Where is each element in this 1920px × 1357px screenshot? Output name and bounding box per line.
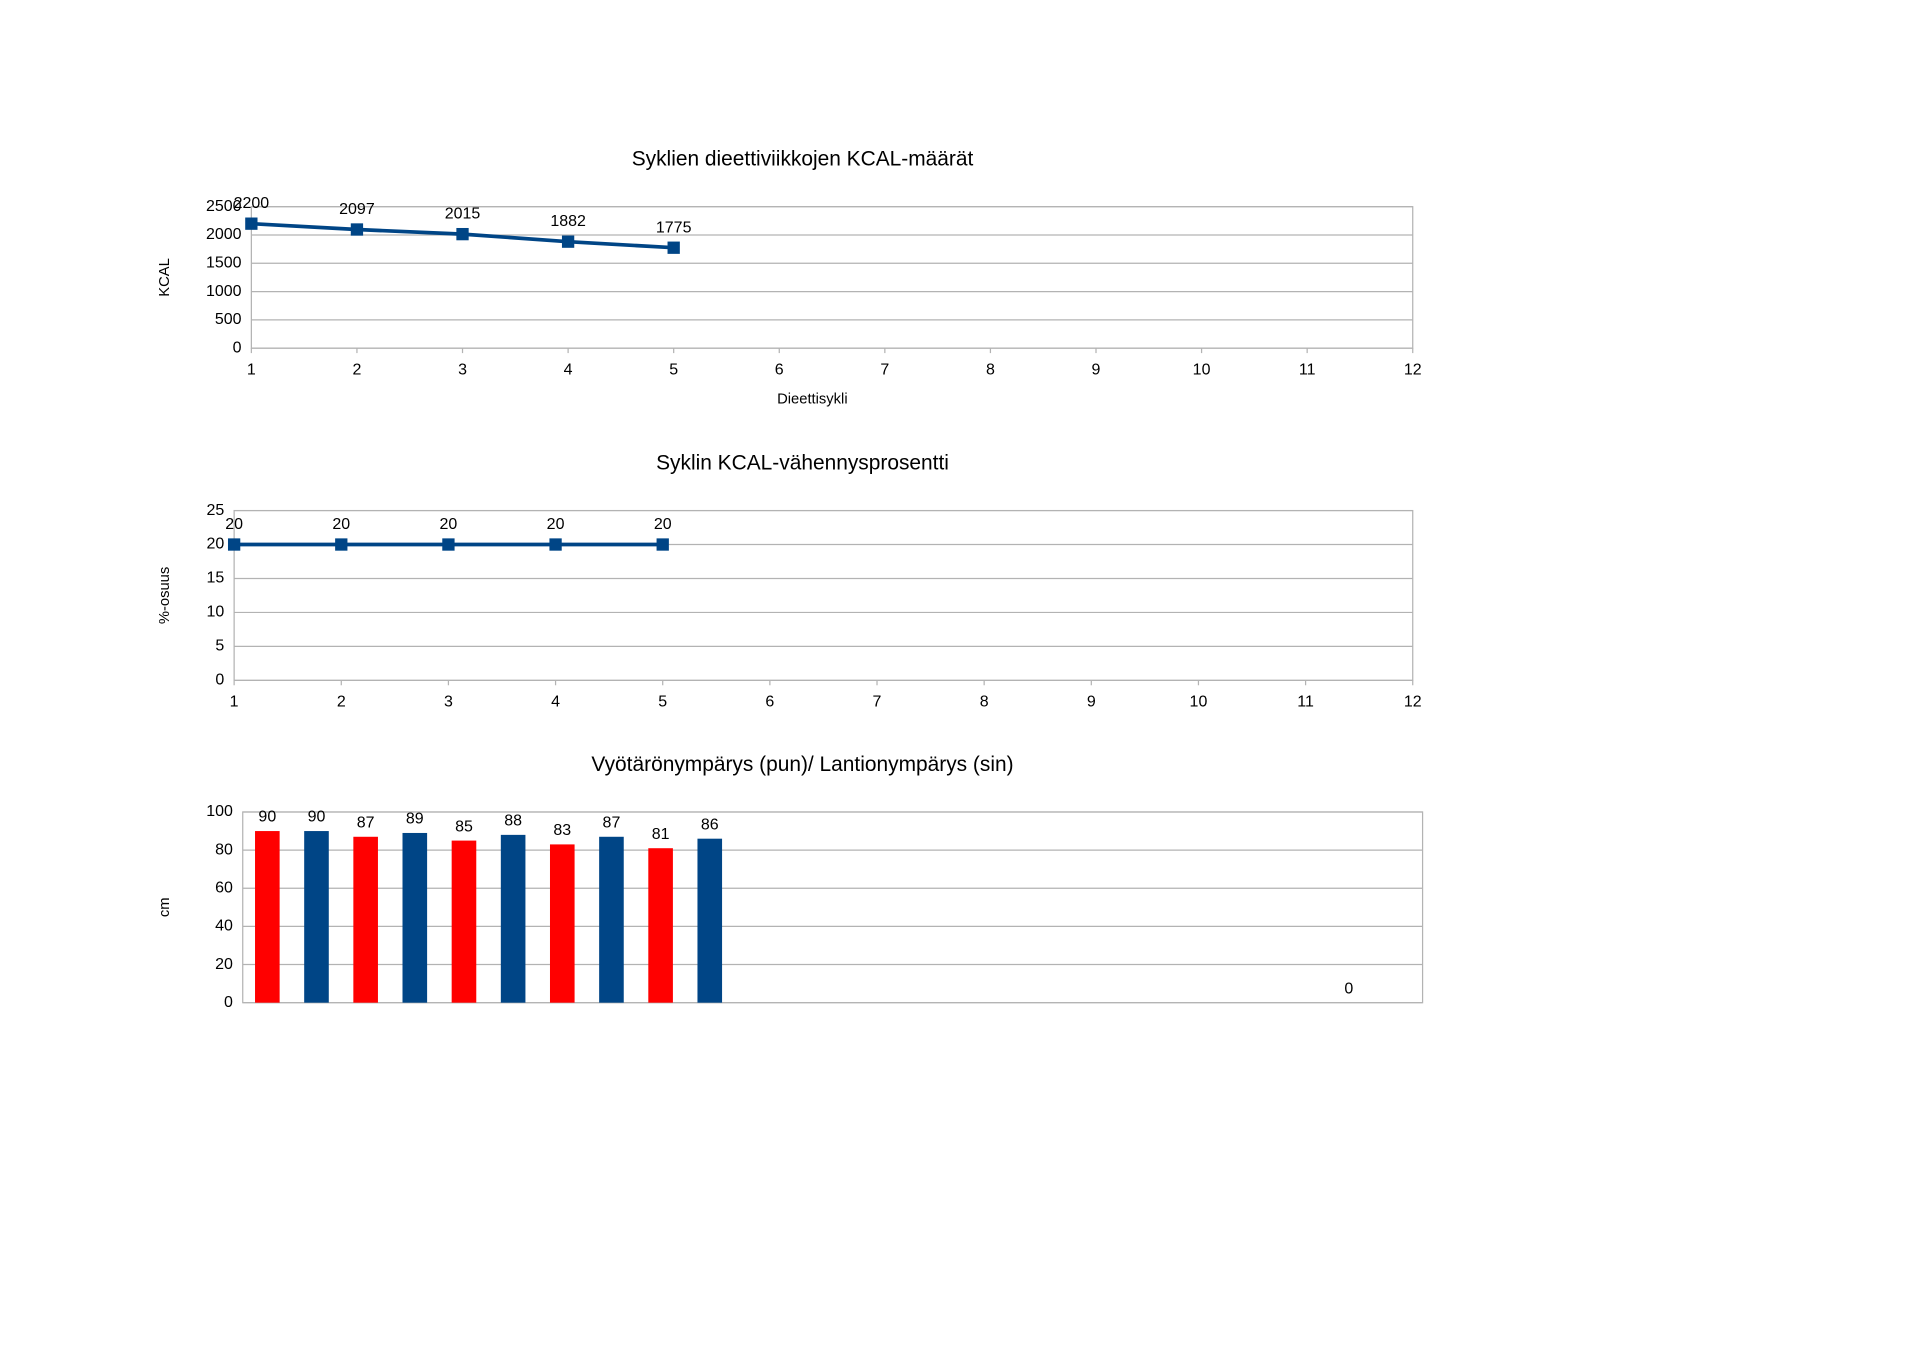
x-tick-label: 12 <box>1404 362 1422 379</box>
y-tick-label: 0 <box>215 672 224 689</box>
x-tick-label: 6 <box>765 694 774 711</box>
x-tick-label: 10 <box>1190 694 1208 711</box>
bar <box>697 838 723 1003</box>
y-tick-label: 1000 <box>206 283 242 300</box>
x-tick-label: 1 <box>230 694 239 711</box>
y-axis-label: cm <box>157 897 173 917</box>
data-label: 90 <box>308 809 326 826</box>
data-label: 1882 <box>550 213 586 230</box>
data-label: 83 <box>553 822 571 839</box>
x-tick-label: 7 <box>880 362 889 379</box>
data-label: 20 <box>654 516 672 533</box>
data-label: 20 <box>332 516 350 533</box>
data-label: 20 <box>547 516 565 533</box>
bar <box>500 834 526 1003</box>
data-label: 81 <box>652 826 670 843</box>
x-tick-label: 5 <box>669 362 678 379</box>
data-label: 88 <box>504 813 522 830</box>
point-marker <box>456 227 469 241</box>
x-tick-label: 3 <box>444 694 453 711</box>
y-tick-label: 20 <box>207 536 225 553</box>
x-tick-label: 9 <box>1092 362 1101 379</box>
data-label: 20 <box>225 516 243 533</box>
data-label: 2200 <box>234 195 270 212</box>
bar <box>599 836 624 1003</box>
x-tick-label: 1 <box>247 362 256 379</box>
data-label: 0 <box>1344 980 1353 997</box>
x-tick-label: 11 <box>1297 694 1314 711</box>
y-tick-label: 20 <box>215 956 233 973</box>
data-label: 1775 <box>656 219 692 236</box>
point-marker <box>549 538 562 551</box>
y-tick-label: 10 <box>207 604 225 621</box>
x-tick-label: 9 <box>1087 694 1096 711</box>
y-tick-label: 80 <box>215 841 233 858</box>
bar <box>648 848 673 1003</box>
y-tick-label: 15 <box>207 570 225 587</box>
point-marker <box>335 538 348 551</box>
chart-title: Syklien dieettiviikkojen KCAL-määrät <box>632 147 974 170</box>
y-tick-label: 0 <box>233 339 242 356</box>
bar <box>353 836 378 1003</box>
x-tick-label: 2 <box>337 694 346 711</box>
point-marker <box>350 223 364 236</box>
y-tick-label: 40 <box>215 918 233 935</box>
plot-frame <box>233 509 1414 681</box>
data-label: 2097 <box>339 201 375 218</box>
y-tick-label: 2000 <box>206 226 242 243</box>
y-tick-label: 500 <box>215 311 242 328</box>
x-tick-label: 4 <box>551 694 560 711</box>
y-tick-label: 60 <box>215 879 233 896</box>
x-tick-label: 12 <box>1404 694 1422 711</box>
y-tick-label: 100 <box>206 803 233 820</box>
y-tick-label: 2500 <box>206 198 242 215</box>
chart-title: Vyötärönympärys (pun)/ Lantionympärys (s… <box>591 753 1013 776</box>
x-tick-label: 11 <box>1299 362 1316 379</box>
y-tick-label: 25 <box>207 502 225 519</box>
x-tick-label: 6 <box>775 362 784 379</box>
x-tick-label: 7 <box>873 694 882 711</box>
x-tick-label: 5 <box>658 694 667 711</box>
data-label: 87 <box>603 814 621 831</box>
point-marker <box>442 538 455 551</box>
data-label: 90 <box>258 809 276 826</box>
bar <box>402 832 428 1003</box>
x-tick-label: 4 <box>564 362 573 379</box>
data-label: 85 <box>455 818 473 835</box>
data-label: 2015 <box>445 206 481 223</box>
y-tick-label: 1500 <box>206 254 242 271</box>
x-tick-label: 2 <box>352 362 361 379</box>
point-marker <box>227 538 241 551</box>
y-tick-label: 5 <box>215 638 224 655</box>
x-tick-label: 8 <box>980 694 989 711</box>
bar <box>451 840 477 1003</box>
data-label: 89 <box>406 811 424 828</box>
point-marker <box>667 241 680 254</box>
bar <box>304 831 329 1003</box>
y-tick-label: 0 <box>224 994 233 1011</box>
bar <box>549 844 575 1003</box>
y-axis-label: %-osuus <box>157 567 173 624</box>
x-tick-label: 8 <box>986 362 995 379</box>
x-tick-label: 3 <box>458 362 467 379</box>
y-axis-label: KCAL <box>157 258 173 297</box>
bar <box>255 831 280 1003</box>
data-label: 20 <box>440 516 458 533</box>
data-label: 86 <box>701 816 719 833</box>
point-marker <box>561 235 575 248</box>
data-label: 87 <box>357 814 375 831</box>
plot-frame <box>250 206 1414 349</box>
chart-title: Syklin KCAL-vähennysprosentti <box>656 451 949 474</box>
x-axis-label: Dieettisykli <box>777 392 848 408</box>
x-tick-label: 10 <box>1193 362 1211 379</box>
point-marker <box>656 538 669 551</box>
point-marker <box>245 217 258 230</box>
